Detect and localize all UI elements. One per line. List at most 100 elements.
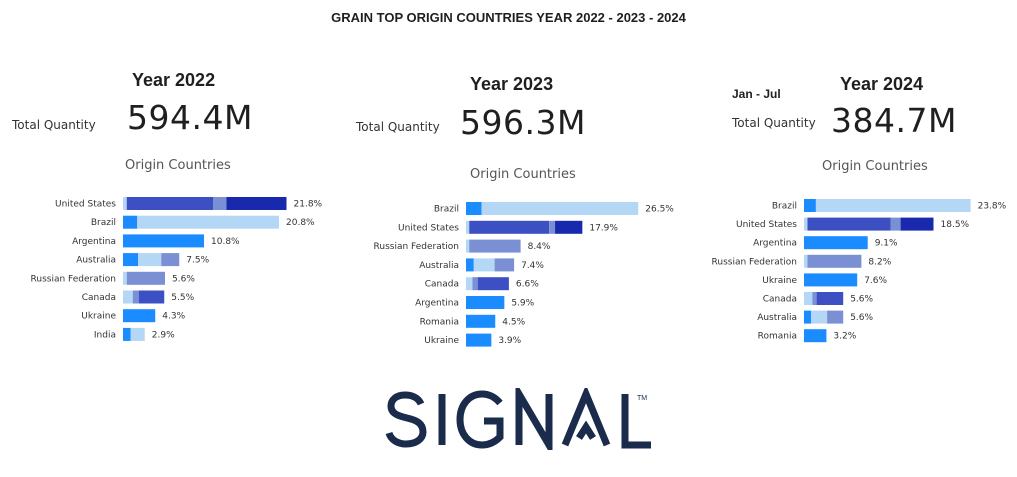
bar-segment[interactable] <box>137 215 279 229</box>
panel-2024: Jan - Jul Year 2024 Total Quantity 384.7… <box>680 0 1017 360</box>
bar-segment[interactable] <box>815 199 971 212</box>
bar-segment[interactable] <box>123 253 138 267</box>
bar-segment[interactable] <box>804 292 813 305</box>
bar-segment[interactable] <box>811 310 828 324</box>
bar-segment[interactable] <box>466 202 482 215</box>
bar-segment[interactable] <box>130 327 145 341</box>
bar-segment[interactable] <box>477 277 509 291</box>
trademark-mark: TM <box>637 395 647 402</box>
bar-segment[interactable] <box>469 220 550 234</box>
category-label: Ukraine <box>81 312 116 322</box>
category-label: Romania <box>758 332 797 342</box>
bar-segment[interactable] <box>123 197 127 210</box>
period-label: Jan - Jul <box>732 87 781 101</box>
bar-segment[interactable] <box>816 292 844 305</box>
category-label: Australia <box>419 261 459 271</box>
year-title: Year 2023 <box>470 74 554 94</box>
total-quantity-label: Total Quantity <box>356 120 440 134</box>
category-label: Brazil <box>772 202 797 212</box>
category-label: Canada <box>763 295 797 305</box>
bar-segment[interactable] <box>466 333 492 347</box>
bar-segment[interactable] <box>812 292 817 305</box>
category-label: Romania <box>420 317 459 327</box>
total-quantity-value: 594.4M <box>127 98 253 137</box>
bar-segment[interactable] <box>213 197 227 210</box>
category-label: Russian Federation <box>374 242 459 252</box>
bar-segment[interactable] <box>804 217 808 231</box>
value-label: 7.5% <box>186 256 209 266</box>
value-label: 5.6% <box>850 295 873 305</box>
bar-segment[interactable] <box>132 290 139 304</box>
category-label: Canada <box>425 280 459 290</box>
bar-segment[interactable] <box>466 277 473 291</box>
bar-segment[interactable] <box>549 220 556 234</box>
value-label: 7.4% <box>521 261 544 271</box>
category-label: Ukraine <box>762 276 797 286</box>
bar-segment[interactable] <box>469 239 521 253</box>
bar-segment[interactable] <box>555 220 583 234</box>
bar-segment[interactable] <box>466 258 474 272</box>
value-label: 10.8% <box>211 237 240 247</box>
category-label: Argentina <box>753 239 797 249</box>
bar-segment[interactable] <box>804 310 811 324</box>
bar-segment[interactable] <box>466 220 470 234</box>
bar-segment[interactable] <box>804 236 868 250</box>
panel-2022: Year 2022 Total Quantity 594.4M Origin C… <box>0 0 340 360</box>
category-label: Ukraine <box>424 336 459 346</box>
chart-subtitle: Origin Countries <box>125 158 231 173</box>
bar-segment[interactable] <box>138 290 165 304</box>
category-label: India <box>94 330 116 340</box>
bar-segment[interactable] <box>807 217 891 231</box>
value-label: 18.5% <box>941 220 970 230</box>
bar-segment[interactable] <box>890 217 901 231</box>
value-label: 5.6% <box>850 313 873 323</box>
bar-segment[interactable] <box>466 314 496 328</box>
value-label: 3.9% <box>498 336 521 346</box>
value-label: 5.9% <box>511 299 534 309</box>
value-label: 21.8% <box>294 200 323 210</box>
year-title: Year 2024 <box>840 74 924 94</box>
bar-segment[interactable] <box>807 254 862 268</box>
bar-segment[interactable] <box>804 329 827 343</box>
value-label: 3.2% <box>833 332 856 342</box>
value-label: 7.6% <box>864 276 887 286</box>
bar-segment[interactable] <box>123 290 133 304</box>
bar-segment[interactable] <box>481 202 639 215</box>
value-label: 5.6% <box>172 274 195 284</box>
category-label: United States <box>398 223 459 233</box>
value-label: 8.4% <box>528 242 551 252</box>
value-label: 17.9% <box>589 223 618 233</box>
value-label: 6.6% <box>516 280 539 290</box>
bar-segment[interactable] <box>804 199 816 212</box>
bar-segment[interactable] <box>123 215 138 229</box>
total-quantity-value: 596.3M <box>460 103 586 142</box>
bar-segment[interactable] <box>123 327 131 341</box>
year-title: Year 2022 <box>132 70 216 90</box>
bar-segment[interactable] <box>466 239 470 253</box>
bar-segment[interactable] <box>126 271 165 285</box>
bar-segment[interactable] <box>472 277 478 291</box>
bar-segment[interactable] <box>226 197 287 210</box>
value-label: 2.9% <box>152 330 175 340</box>
bar-segment[interactable] <box>827 310 844 324</box>
category-label: United States <box>55 200 116 210</box>
bar-segment[interactable] <box>126 197 213 210</box>
total-quantity-value: 384.7M <box>831 101 957 140</box>
bar-segment[interactable] <box>494 258 515 272</box>
bar-segment[interactable] <box>123 309 156 323</box>
value-label: 9.1% <box>875 239 898 249</box>
bar-segment[interactable] <box>804 273 858 287</box>
bar-segment[interactable] <box>161 253 180 267</box>
chart-subtitle: Origin Countries <box>470 167 576 182</box>
category-label: Russian Federation <box>712 257 797 267</box>
bar-segment[interactable] <box>466 296 505 309</box>
bar-segment[interactable] <box>804 254 808 268</box>
bar-segment[interactable] <box>900 217 934 231</box>
chart-subtitle: Origin Countries <box>822 159 928 174</box>
bar-segment[interactable] <box>123 234 204 248</box>
bar-segment[interactable] <box>123 271 127 285</box>
bar-segment[interactable] <box>473 258 495 272</box>
value-label: 5.5% <box>171 293 194 303</box>
bar-segment[interactable] <box>138 253 162 267</box>
value-label: 20.8% <box>286 218 315 228</box>
